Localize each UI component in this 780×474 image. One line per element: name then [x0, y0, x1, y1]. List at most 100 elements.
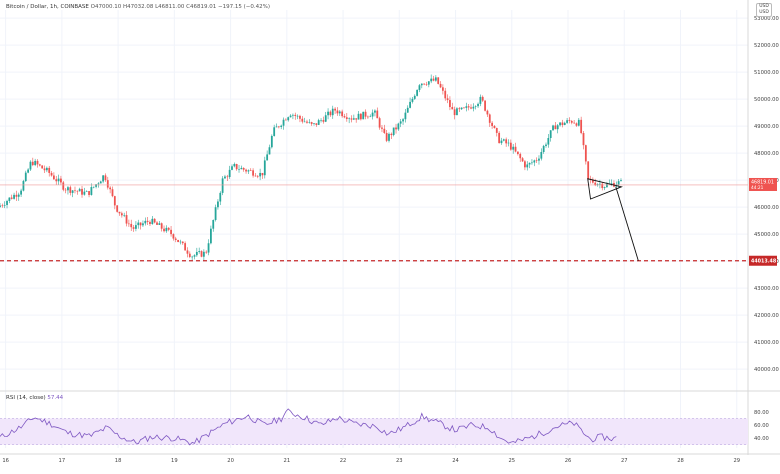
- candle-body[interactable]: [111, 189, 114, 197]
- candle-body[interactable]: [315, 123, 318, 125]
- candle-body[interactable]: [381, 127, 383, 129]
- candle-body[interactable]: [48, 167, 51, 173]
- candle-body[interactable]: [38, 164, 41, 166]
- candle-body[interactable]: [413, 95, 416, 99]
- candle-body[interactable]: [188, 253, 191, 257]
- candle-body[interactable]: [467, 106, 470, 108]
- candle-body[interactable]: [135, 225, 137, 229]
- candle-body[interactable]: [334, 108, 337, 111]
- candle-body[interactable]: [341, 111, 344, 117]
- candle-body[interactable]: [270, 135, 273, 148]
- candle-body[interactable]: [598, 183, 601, 185]
- candle-body[interactable]: [181, 241, 184, 244]
- candle-body[interactable]: [310, 122, 313, 124]
- candle-body[interactable]: [542, 145, 545, 152]
- candle-body[interactable]: [512, 146, 515, 150]
- candle-body[interactable]: [249, 170, 252, 171]
- candle-body[interactable]: [198, 251, 201, 252]
- candle-body[interactable]: [463, 107, 465, 109]
- candle-body[interactable]: [488, 114, 491, 123]
- candle-body[interactable]: [120, 213, 123, 216]
- candle-body[interactable]: [214, 207, 217, 221]
- candle-body[interactable]: [81, 188, 83, 195]
- rsi-title[interactable]: RSI (14, close): [6, 395, 46, 401]
- candle-body[interactable]: [406, 107, 409, 113]
- currency-button[interactable]: USD USD: [756, 3, 772, 17]
- candle-body[interactable]: [359, 113, 362, 120]
- candle-body[interactable]: [254, 175, 257, 177]
- candle-body[interactable]: [514, 146, 517, 152]
- candle-body[interactable]: [289, 115, 292, 118]
- candle-body[interactable]: [17, 194, 20, 197]
- candle-body[interactable]: [132, 227, 135, 229]
- candle-body[interactable]: [374, 110, 376, 113]
- candle-body[interactable]: [364, 111, 367, 117]
- candle-body[interactable]: [233, 164, 236, 167]
- candle-body[interactable]: [369, 116, 372, 118]
- candle-body[interactable]: [479, 96, 482, 104]
- candle-body[interactable]: [573, 122, 576, 124]
- candle-body[interactable]: [533, 160, 536, 163]
- candle-body[interactable]: [610, 183, 613, 184]
- candle-body[interactable]: [538, 158, 540, 161]
- candle-body[interactable]: [591, 179, 594, 183]
- candle-body[interactable]: [416, 89, 419, 96]
- candle-body[interactable]: [177, 239, 179, 242]
- candle-body[interactable]: [383, 128, 386, 133]
- candle-body[interactable]: [57, 178, 60, 182]
- candle-body[interactable]: [104, 175, 107, 181]
- candle-body[interactable]: [355, 118, 358, 120]
- candle-body[interactable]: [343, 116, 346, 118]
- candle-body[interactable]: [146, 220, 149, 222]
- candle-body[interactable]: [170, 229, 172, 235]
- candle-body[interactable]: [10, 197, 13, 199]
- candle-body[interactable]: [284, 119, 287, 121]
- candle-body[interactable]: [324, 115, 327, 122]
- candle-body[interactable]: [36, 160, 39, 165]
- candle-body[interactable]: [6, 200, 8, 205]
- candle-body[interactable]: [45, 167, 48, 171]
- candle-body[interactable]: [179, 241, 182, 243]
- candle-body[interactable]: [362, 111, 365, 120]
- candle-body[interactable]: [327, 111, 329, 116]
- candle-body[interactable]: [620, 180, 622, 182]
- candle-body[interactable]: [261, 172, 264, 176]
- candle-body[interactable]: [570, 120, 573, 123]
- candle-body[interactable]: [31, 161, 34, 166]
- candle-body[interactable]: [561, 122, 564, 126]
- candle-body[interactable]: [531, 162, 533, 164]
- projection-line[interactable]: [615, 186, 639, 261]
- candle-body[interactable]: [50, 172, 53, 176]
- candle-body[interactable]: [584, 145, 587, 162]
- candle-body[interactable]: [217, 201, 219, 208]
- candle-body[interactable]: [350, 118, 353, 120]
- candle-body[interactable]: [231, 166, 233, 170]
- candle-body[interactable]: [301, 118, 304, 122]
- candle-body[interactable]: [167, 227, 170, 230]
- candle-body[interactable]: [123, 215, 126, 216]
- candle-body[interactable]: [491, 122, 494, 126]
- candle-body[interactable]: [390, 133, 393, 136]
- candle-body[interactable]: [484, 100, 486, 111]
- candle-body[interactable]: [519, 154, 522, 159]
- candle-body[interactable]: [263, 160, 266, 176]
- candle-body[interactable]: [521, 158, 524, 162]
- candle-body[interactable]: [186, 250, 189, 254]
- candle-body[interactable]: [165, 227, 168, 232]
- candle-body[interactable]: [587, 161, 590, 179]
- candle-body[interactable]: [306, 121, 308, 123]
- candle-body[interactable]: [559, 122, 561, 126]
- candle-body[interactable]: [158, 223, 161, 225]
- candle-body[interactable]: [282, 119, 285, 126]
- candle-body[interactable]: [102, 175, 105, 182]
- candle-body[interactable]: [3, 204, 6, 206]
- candle-body[interactable]: [191, 256, 194, 258]
- candle-body[interactable]: [526, 164, 529, 168]
- candle-body[interactable]: [357, 113, 360, 120]
- candle-body[interactable]: [221, 178, 224, 193]
- candle-body[interactable]: [118, 211, 121, 214]
- candle-body[interactable]: [292, 114, 294, 116]
- candle-body[interactable]: [235, 164, 238, 170]
- candle-body[interactable]: [156, 222, 158, 225]
